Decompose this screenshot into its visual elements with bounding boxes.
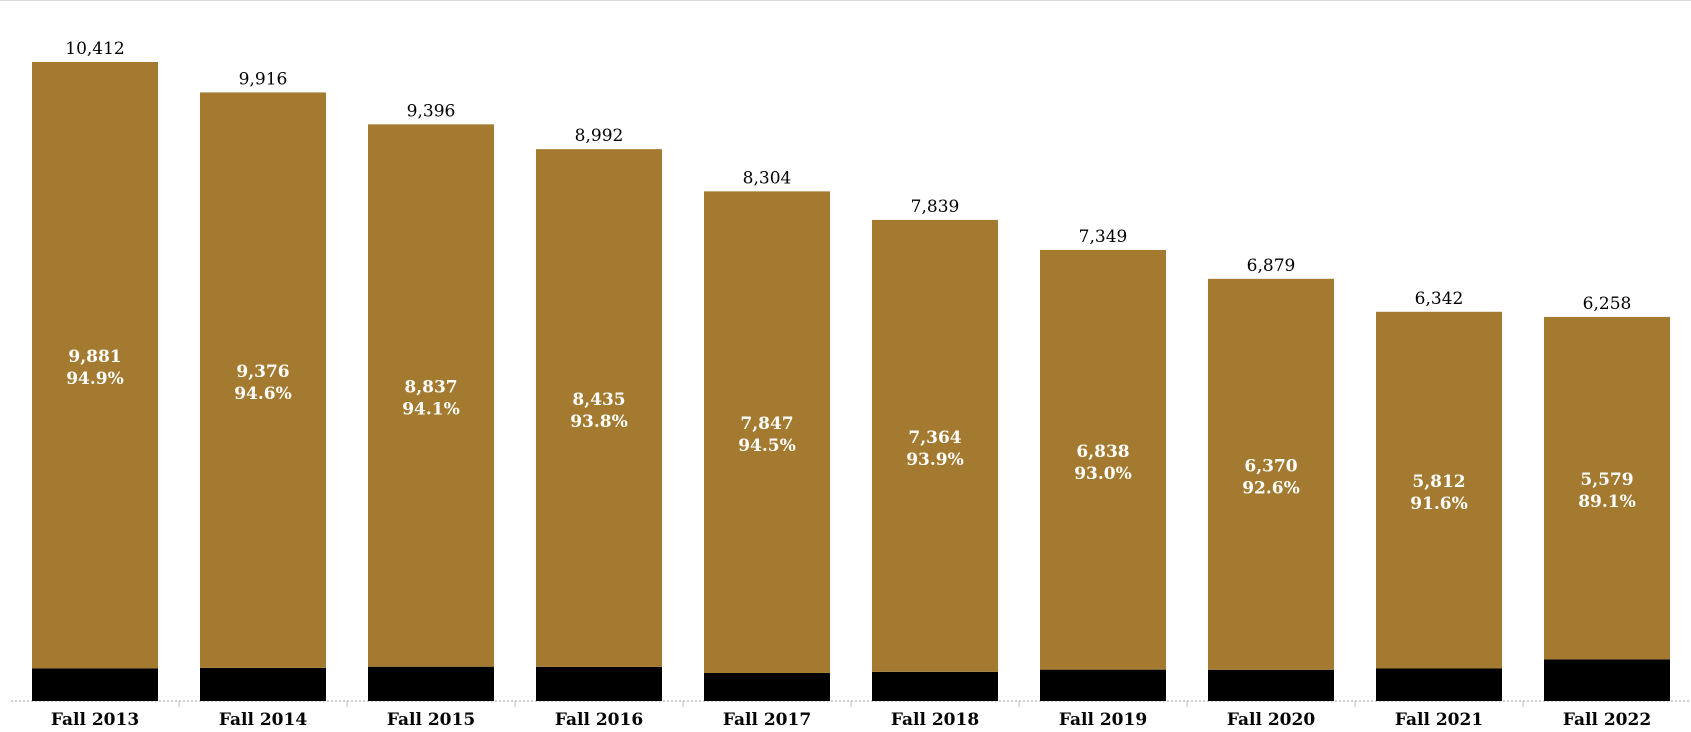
segment-value-label: 7,364 <box>908 428 961 448</box>
segment-percent-label: 94.1% <box>402 400 460 420</box>
total-value-label: 6,258 <box>1583 294 1632 314</box>
bar-segment-other <box>32 668 158 701</box>
bar-segment-other <box>1376 668 1502 701</box>
bar-segment-main <box>1544 316 1670 660</box>
total-value-label: 7,349 <box>1079 227 1128 247</box>
total-value-label: 8,992 <box>575 126 624 146</box>
segment-percent-label: 94.5% <box>738 436 796 456</box>
x-axis-tick-label: Fall 2021 <box>1395 710 1483 730</box>
x-axis-tick-label: Fall 2015 <box>387 710 475 730</box>
bar-segment-other <box>1544 659 1670 701</box>
bar-segment-main <box>872 219 998 672</box>
x-axis-tick-label: Fall 2017 <box>723 710 811 730</box>
x-axis-tick-label: Fall 2022 <box>1563 710 1651 730</box>
x-axis-tick-label: Fall 2014 <box>219 710 307 730</box>
segment-value-label: 6,838 <box>1076 442 1129 462</box>
segment-percent-label: 89.1% <box>1578 492 1636 512</box>
total-value-label: 9,916 <box>239 69 288 89</box>
segment-percent-label: 94.9% <box>66 369 124 389</box>
bar-segment-other <box>368 666 494 701</box>
bar-segment-main <box>200 92 326 668</box>
segment-value-label: 9,376 <box>236 362 289 382</box>
bar-segment-main <box>704 191 830 673</box>
segment-value-label: 5,579 <box>1580 470 1633 490</box>
total-value-label: 8,304 <box>743 168 792 188</box>
total-value-label: 9,396 <box>407 101 456 121</box>
segment-percent-label: 94.6% <box>234 384 292 404</box>
bar-segment-other <box>536 666 662 701</box>
total-value-label: 7,839 <box>911 197 960 217</box>
bar-segment-main <box>368 124 494 667</box>
segment-percent-label: 93.9% <box>906 450 964 470</box>
bar-segment-main <box>1208 278 1334 670</box>
segment-value-label: 5,812 <box>1412 472 1465 492</box>
x-axis-tick-label: Fall 2019 <box>1059 710 1147 730</box>
bar-segment-other <box>704 672 830 701</box>
bar-segment-main <box>32 62 158 669</box>
segment-percent-label: 92.6% <box>1242 478 1300 498</box>
total-value-label: 10,412 <box>65 39 124 59</box>
bar-segment-other <box>872 671 998 701</box>
segment-value-label: 8,435 <box>572 390 625 410</box>
segment-value-label: 7,847 <box>740 414 793 434</box>
segment-value-label: 9,881 <box>68 347 121 367</box>
bar-segment-other <box>1208 669 1334 701</box>
segment-percent-label: 93.8% <box>570 412 628 432</box>
segment-value-label: 6,370 <box>1244 456 1297 476</box>
bars-layer <box>32 62 1670 701</box>
bar-segment-other <box>1040 669 1166 701</box>
x-axis-tick-label: Fall 2018 <box>891 710 979 730</box>
bar-segment-other <box>200 667 326 701</box>
x-axis-tick-label: Fall 2013 <box>51 710 139 730</box>
segment-value-label: 8,837 <box>404 378 457 398</box>
x-axis-tick-label: Fall 2020 <box>1227 710 1315 730</box>
segment-percent-label: 93.0% <box>1074 464 1132 484</box>
x-axis-tick-label: Fall 2016 <box>555 710 643 730</box>
segment-percent-label: 91.6% <box>1410 494 1468 514</box>
bar-segment-main <box>1376 311 1502 669</box>
bar-segment-main <box>1040 249 1166 670</box>
bar-segment-main <box>536 149 662 667</box>
total-value-label: 6,342 <box>1415 289 1464 309</box>
total-value-label: 6,879 <box>1247 256 1296 276</box>
x-axis-ticks: Fall 2013 Fall 2014 Fall 2015 Fall 2016 Fall… <box>51 701 1651 730</box>
